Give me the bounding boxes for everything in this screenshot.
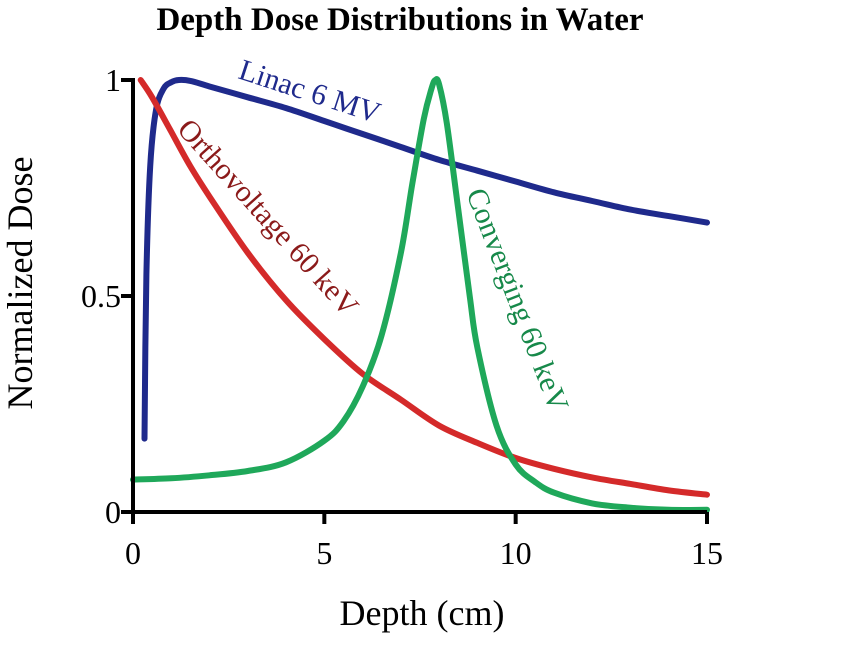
- x-tick-label: 0: [125, 535, 141, 571]
- y-tick-label: 0.5: [81, 278, 121, 314]
- x-axis-label: Depth (cm): [340, 593, 505, 633]
- series-label-converging-60-kev: Converging 60 keV: [459, 184, 575, 417]
- axes: 0 5 10 15 0 0.5 1: [81, 62, 723, 571]
- series-line-converging-60-kev: [130, 76, 710, 513]
- y-tick-label: 0: [105, 494, 121, 530]
- series-line-orthovoltage-60-kev: [137, 77, 710, 498]
- plot-area: [130, 76, 710, 513]
- x-tick-label: 5: [316, 535, 332, 571]
- chart-title: Depth Dose Distributions in Water: [156, 2, 643, 38]
- y-tick-label: 1: [105, 62, 121, 98]
- x-tick-label: 10: [500, 535, 532, 571]
- series-line-linac-6-mv: [141, 76, 710, 442]
- x-tick-label: 15: [691, 535, 723, 571]
- series-label-orthovoltage-60-kev: Orthovoltage 60 keV: [171, 113, 365, 324]
- y-axis-label: Normalized Dose: [0, 157, 40, 410]
